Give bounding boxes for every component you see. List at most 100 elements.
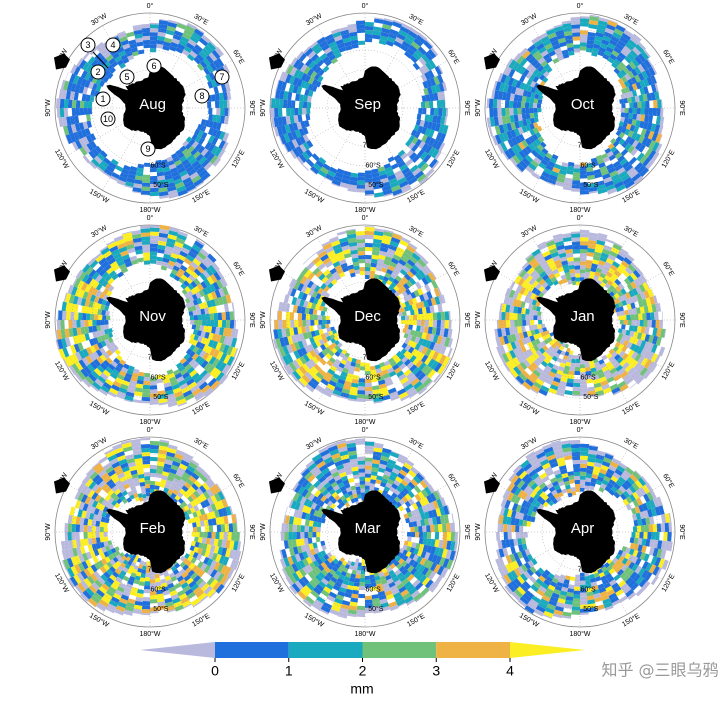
ice-cell <box>573 172 580 176</box>
ice-cell <box>214 320 218 327</box>
month-label: Feb <box>140 520 166 537</box>
ice-cell <box>624 320 628 325</box>
ice-cell <box>219 100 223 108</box>
region-number: 5 <box>124 72 129 82</box>
ice-cell <box>573 168 580 172</box>
map-panel: 0°30°E60°E90°E120°E150°E180°W150°W120°W9… <box>259 214 471 426</box>
ice-cell <box>580 253 587 257</box>
ice-cell <box>365 231 374 235</box>
ice-cell <box>224 108 228 116</box>
ice-cell <box>357 177 365 181</box>
map-panel: 0°30°E60°E90°E120°E150°E180°W150°W120°W9… <box>259 2 471 214</box>
ice-cell <box>365 38 372 42</box>
ice-cell <box>525 102 529 108</box>
ice-cell <box>141 490 146 495</box>
ice-cell <box>438 524 442 532</box>
ice-cell <box>517 101 521 108</box>
ice-cell <box>423 532 427 538</box>
ice-cell <box>442 108 446 117</box>
ice-cell <box>359 259 365 263</box>
ice-cell <box>365 235 374 239</box>
ice-cell <box>271 98 275 108</box>
ice-cell <box>102 315 106 320</box>
longitude-label: 0° <box>147 214 154 222</box>
ice-cell <box>357 390 365 394</box>
ice-cell <box>429 101 433 108</box>
ice-cell <box>90 314 94 320</box>
region-number: 10 <box>103 114 113 124</box>
ice-cell <box>356 398 365 402</box>
ice-cell <box>569 367 575 372</box>
ice-cell <box>365 445 374 449</box>
ice-cell <box>580 34 588 38</box>
region-number: 7 <box>219 72 224 82</box>
ice-cell <box>537 311 542 316</box>
ice-cell <box>429 320 433 327</box>
ice-cell <box>190 320 194 325</box>
ice-cell <box>211 532 215 539</box>
ice-cell <box>57 320 61 330</box>
ice-cell <box>370 575 375 580</box>
ice-cell <box>322 315 326 320</box>
ice-cell <box>402 311 407 316</box>
ice-cell <box>650 312 654 320</box>
ice-cell <box>290 320 294 328</box>
ice-cell <box>288 532 292 540</box>
ice-cell <box>370 271 376 276</box>
longitude-label: 90°E <box>248 524 256 540</box>
ice-cell <box>370 366 376 371</box>
ice-cell <box>445 320 449 329</box>
ice-cell <box>196 325 201 331</box>
ice-cell <box>358 173 365 177</box>
ice-cell <box>525 314 529 320</box>
ice-cell <box>150 385 157 389</box>
ice-cell <box>150 473 156 477</box>
ice-cell <box>585 367 591 372</box>
ice-cell <box>88 102 92 108</box>
ice-cell <box>418 108 422 114</box>
ice-cell <box>433 312 437 320</box>
ice-cell <box>572 184 580 188</box>
ice-cell <box>433 320 437 328</box>
ice-cell <box>580 174 587 178</box>
ice-cell <box>522 320 526 326</box>
ice-cell <box>365 170 372 174</box>
ice-cell <box>437 312 441 320</box>
region-number: 8 <box>199 91 204 101</box>
ice-cell <box>489 98 493 108</box>
ice-cell <box>140 486 145 491</box>
ice-cell <box>193 310 198 315</box>
latitude-label: 60°S <box>150 585 166 593</box>
latitude-label: 70°S <box>363 353 379 361</box>
latitude-label: 60°S <box>150 161 166 169</box>
ice-cell <box>215 101 219 108</box>
ice-cell <box>489 108 493 117</box>
ice-cell <box>365 247 373 251</box>
ice-cell <box>404 324 409 329</box>
ice-cell <box>537 108 541 112</box>
ice-cell <box>275 99 279 108</box>
ice-cell <box>365 271 370 275</box>
ice-cell <box>218 320 222 328</box>
ice-cell <box>411 532 415 537</box>
ice-cell <box>447 532 451 541</box>
ice-cell <box>279 99 283 108</box>
ice-cell <box>510 320 514 327</box>
ice-cell <box>278 108 282 117</box>
ice-cell <box>143 252 150 256</box>
ice-cell <box>427 532 431 539</box>
longitude-label: 180°W <box>569 418 590 426</box>
longitude-label: 90°E <box>678 100 686 116</box>
ice-cell <box>446 523 450 532</box>
ice-cell <box>94 314 98 320</box>
ice-cell <box>76 524 80 532</box>
ice-cell <box>229 523 233 532</box>
ice-cell <box>501 312 505 320</box>
ice-cell <box>573 36 580 40</box>
ice-cell <box>317 522 322 527</box>
ice-cell <box>580 269 585 273</box>
ice-cell <box>150 236 159 240</box>
ice-cell <box>441 312 445 320</box>
ice-cell <box>196 532 200 537</box>
ice-cell <box>358 255 365 259</box>
